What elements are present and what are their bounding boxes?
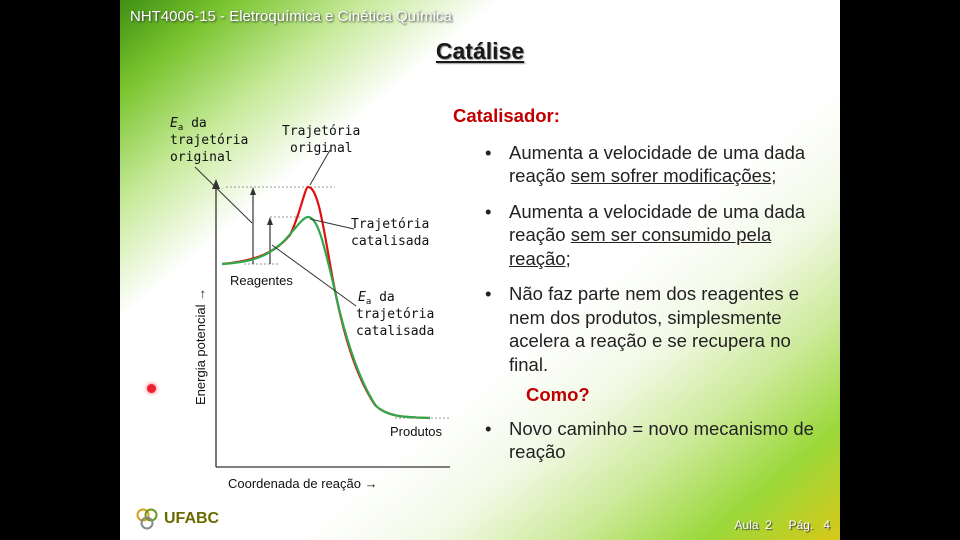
ea-original-line3: original	[170, 150, 233, 165]
y-axis-label: Energia potencial →	[193, 288, 208, 405]
slide-content: Catalisador: Aumenta a velocidade de uma…	[453, 104, 833, 464]
bullet-velocidade-sem-consumo: Aumenta a velocidade de uma dada reação …	[453, 200, 833, 271]
traj-catalisada-line1: Trajetória	[351, 217, 429, 232]
slide-title: Catálise	[435, 38, 525, 64]
traj-catalisada-line2: catalisada	[351, 234, 429, 249]
bullet-velocidade-sem-modificacoes: Aumenta a velocidade de uma dada reação …	[453, 141, 833, 188]
x-axis-label: Coordenada de reação →	[228, 476, 378, 491]
bullet-novo-caminho: Novo caminho = novo mecanismo de reação	[453, 417, 833, 464]
traj-original-line2: original	[290, 141, 353, 156]
pagina-label: Pág.	[788, 518, 814, 532]
como-question: Como?	[526, 384, 590, 405]
callout-ea-original	[194, 166, 253, 224]
catalisador-heading: Catalisador:	[453, 105, 560, 126]
ea-catalisada-line2: trajetória	[356, 307, 434, 322]
laser-pointer	[147, 384, 156, 393]
pagina-number: 4	[823, 518, 830, 532]
logo-text: UFABC	[164, 510, 220, 527]
ea-original-line2: trajetória	[170, 133, 248, 148]
ufabc-logo-icon	[136, 508, 158, 530]
curve-catalisada	[221, 215, 431, 420]
slide-footer: Aula 2 Pág. 4	[735, 518, 830, 532]
aula-label: Aula	[734, 518, 759, 532]
aula-number: 2	[765, 518, 772, 532]
produtos-label: Produtos	[390, 424, 443, 439]
traj-original-line1: Trajetória	[282, 124, 360, 139]
y-axis-arrow	[212, 179, 220, 189]
slide: NHT4006-15 - Eletroquímica e Cinética Qu…	[120, 0, 840, 540]
callout-traj-catalisada	[309, 218, 355, 230]
callout-traj-original	[309, 149, 331, 186]
ea-original-label: Ea da	[170, 116, 207, 133]
bullet-nao-faz-parte: Não faz parte nem dos reagentes e nem do…	[453, 282, 833, 376]
course-title: NHT4006-15 - Eletroquímica e Cinética Qu…	[130, 8, 452, 25]
callout-ea-catalisada	[271, 244, 357, 307]
ea-catalisada-line3: catalisada	[356, 324, 434, 339]
energy-diagram: Ea da trajetória original Trajetória ori…	[170, 116, 450, 491]
ufabc-logo: UFABC	[134, 506, 219, 532]
ea-catalisada-label: Ea da	[358, 290, 395, 307]
reagentes-label: Reagentes	[230, 273, 293, 288]
